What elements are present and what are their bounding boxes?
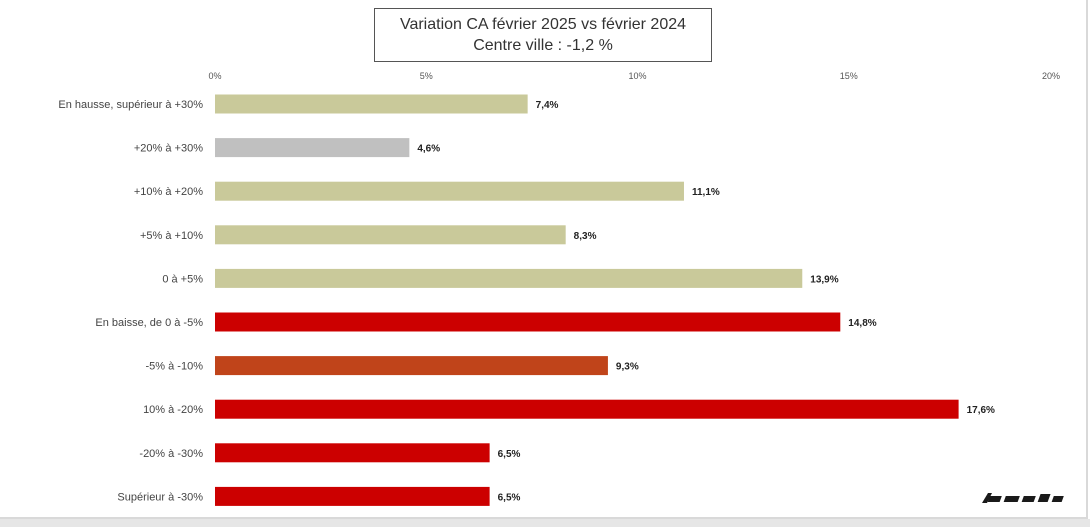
value-label: 17,6% [967,405,995,416]
category-label: En baisse, de 0 à -5% [95,317,203,329]
value-label: 8,3% [574,231,597,242]
chart-subtitle: Centre ville : -1,2 % [473,37,613,54]
x-tick-label: 15% [840,71,858,81]
value-label: 6,5% [498,449,521,460]
bars [215,94,959,506]
category-label: 0 à +5% [162,273,203,285]
value-label: 9,3% [616,362,639,373]
chart-title-box: Variation CA février 2025 vs février 202… [374,8,712,62]
value-labels: 7,4% 4,6% 11,1% 8,3% 13,9% 14,8% 9,3% 17,6% 6,5%… [417,100,995,503]
category-label: +10% à +20% [134,186,203,198]
bar [215,356,608,376]
value-label: 7,4% [536,100,559,111]
bar [215,312,841,332]
value-label: 6,5% [498,492,521,503]
bar [215,268,803,288]
value-label: 14,8% [848,318,876,329]
category-label: +5% à +10% [140,230,203,242]
value-label: 4,6% [417,144,440,155]
bar [215,225,566,245]
x-tick-label: 20% [1042,71,1060,81]
bar [215,138,410,158]
category-label: 10% à -20% [143,404,203,416]
bottom-scroll-strip [0,519,1090,527]
x-tick-label: 0% [208,71,221,81]
category-label: -20% à -30% [139,448,203,460]
bar [215,486,490,506]
brand-logo-icon [982,493,1064,503]
category-label: +20% à +30% [134,143,203,155]
x-tick-label: 5% [420,71,433,81]
bar [215,443,490,463]
bar [215,181,684,201]
category-label: Supérieur à -30% [117,491,203,503]
value-label: 11,1% [692,187,720,198]
bar [215,94,528,114]
bar [215,399,959,419]
x-tick-label: 10% [628,71,646,81]
category-label: -5% à -10% [146,361,204,373]
category-labels: En hausse, supérieur à +30% +20% à +30% +1… [58,99,203,503]
value-label: 13,9% [810,274,838,285]
category-label: En hausse, supérieur à +30% [58,99,203,111]
chart-title: Variation CA février 2025 vs février 202… [399,16,687,33]
x-axis-ticks: 0% 5% 10% 15% 20% [208,71,1060,81]
